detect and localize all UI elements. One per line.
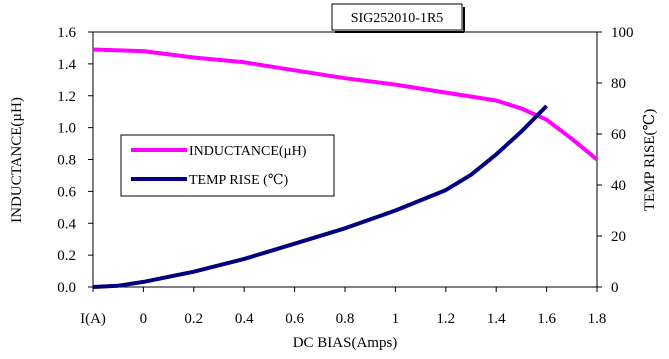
title-box: SIG252010-1R5 <box>331 3 465 33</box>
legend-label-temp-rise: TEMP RISE (℃) <box>189 173 288 188</box>
left-y-tick-label: 0.4 <box>57 216 76 232</box>
left-y-axis-ticks: 0.0 0.2 0.4 0.6 0.8 1.0 1.2 1.4 1.6 <box>57 25 93 296</box>
right-y-tick-label: 100 <box>611 25 634 41</box>
series-layer <box>92 47 599 289</box>
x-tick-label: 0.8 <box>336 311 355 327</box>
x-axis-title: DC BIAS(Amps) <box>293 335 398 351</box>
left-y-tick-label: 0.6 <box>57 184 76 200</box>
x-tick-label: 0.6 <box>285 311 304 327</box>
x-axis-ticks: I(A) 0 0.2 0.4 0.6 0.8 1 1.2 1.4 1.6 1.8 <box>80 287 606 327</box>
left-y-axis-title: INDUCTANCE(µH) <box>9 97 25 223</box>
series-inductance-line <box>92 47 599 162</box>
left-y-tick-label: 1.0 <box>57 121 76 137</box>
x-tick-label: 1.8 <box>588 311 607 327</box>
right-y-axis-title: TEMP RISE(℃) <box>642 109 658 211</box>
right-y-tick-label: 0 <box>611 280 619 296</box>
x-tick-label: 1 <box>392 311 400 327</box>
left-y-tick-label: 0.8 <box>57 153 76 169</box>
left-y-tick-label: 0.2 <box>57 248 76 264</box>
left-y-tick-label: 1.4 <box>57 57 76 73</box>
x-tick-label: 1.6 <box>537 311 556 327</box>
x-tick-label: 1.4 <box>487 311 506 327</box>
left-y-tick-label: 1.6 <box>57 25 76 41</box>
right-y-tick-label: 40 <box>611 178 626 194</box>
legend-frame <box>120 134 335 197</box>
x-tick-label: 0 <box>140 311 148 327</box>
chart-title: SIG252010-1R5 <box>351 11 444 26</box>
left-y-tick-label: 0.0 <box>57 280 76 296</box>
title-box-frame <box>331 3 463 31</box>
x-tick-label: 0.2 <box>184 311 203 327</box>
right-y-axis-ticks: 0 20 40 60 80 100 <box>597 25 634 296</box>
x-tick-label: I(A) <box>80 311 106 327</box>
right-y-tick-label: 80 <box>611 76 626 92</box>
right-y-tick-label: 20 <box>611 229 626 245</box>
x-tick-label: 1.2 <box>436 311 455 327</box>
right-y-tick-label: 60 <box>611 127 626 143</box>
series-temp-rise-line <box>92 104 549 289</box>
legend-label-inductance: INDUCTANCE(µH) <box>189 144 307 159</box>
left-y-tick-label: 1.2 <box>57 89 76 105</box>
legend: INDUCTANCE(µH) TEMP RISE (℃) <box>120 134 335 197</box>
x-tick-label: 0.4 <box>235 311 254 327</box>
